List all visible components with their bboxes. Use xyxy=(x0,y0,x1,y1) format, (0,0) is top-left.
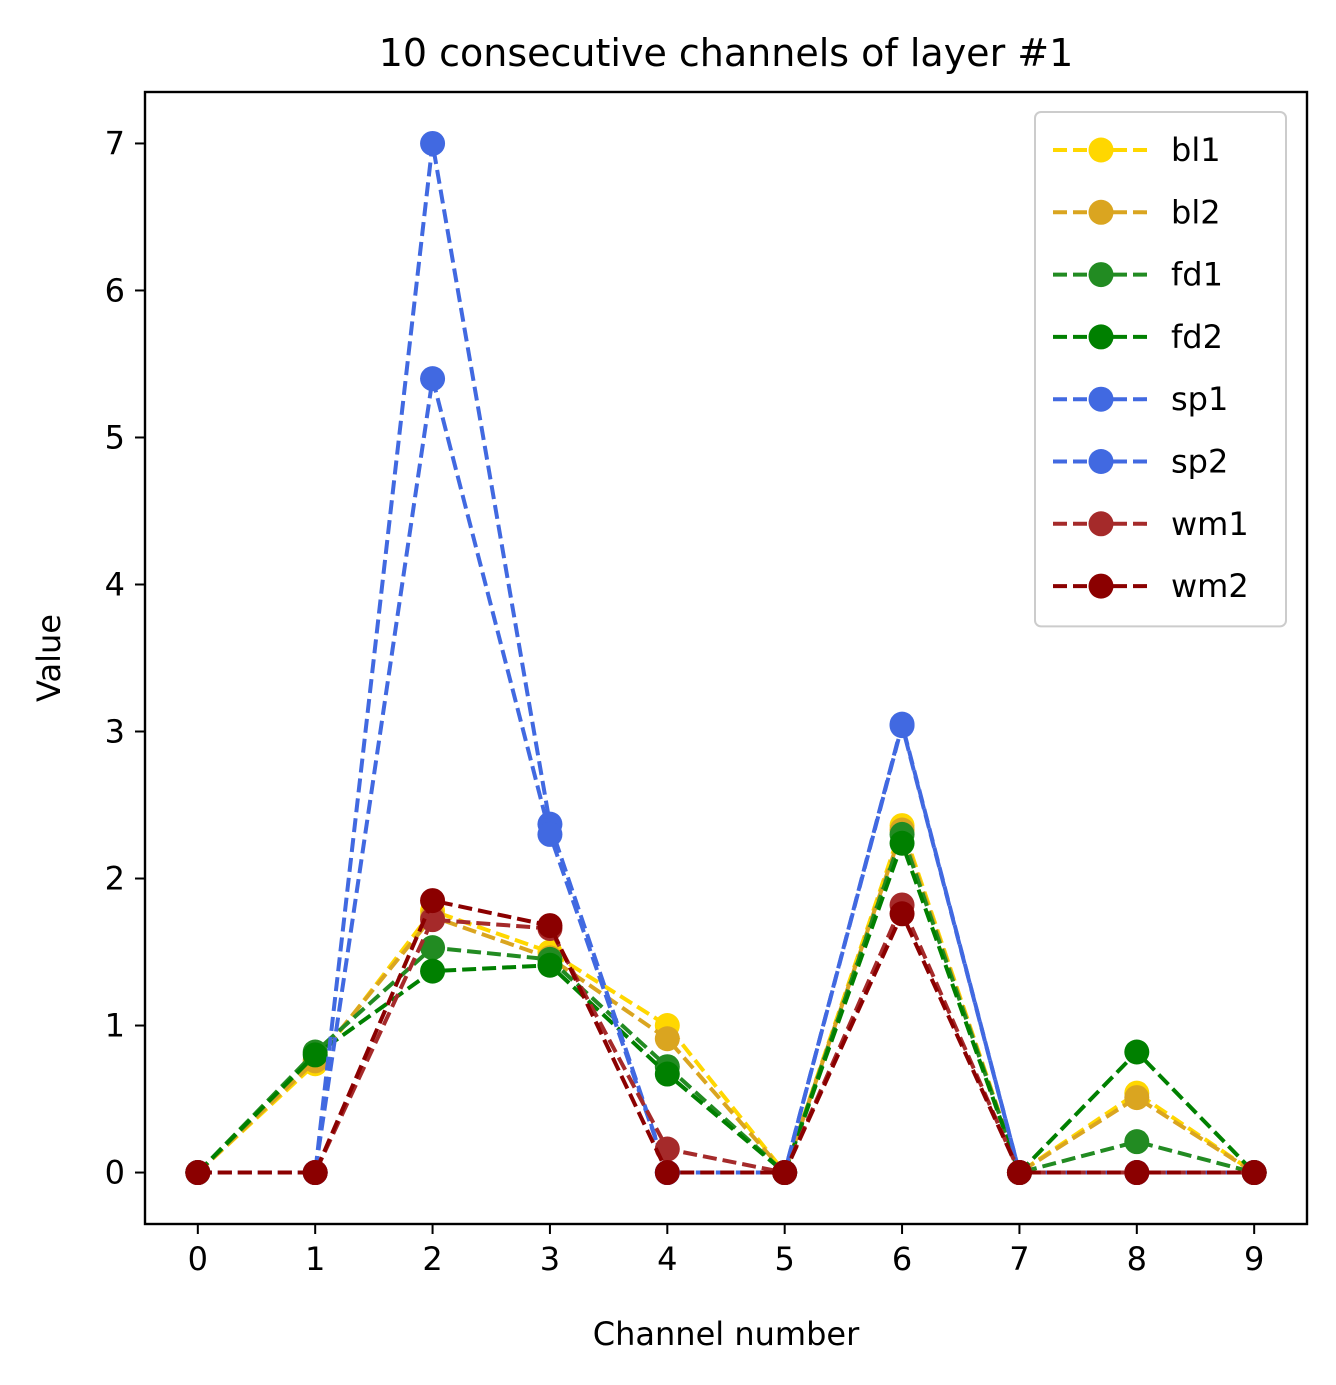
legend-marker xyxy=(1088,262,1114,288)
x-tick-label: 2 xyxy=(422,1240,442,1278)
legend-label: bl2 xyxy=(1171,193,1221,231)
data-point-wm2 xyxy=(185,1160,211,1186)
legend-marker xyxy=(1088,324,1114,350)
y-tick-label: 6 xyxy=(105,271,125,309)
x-tick-label: 1 xyxy=(305,1240,325,1278)
data-point-fd2 xyxy=(1124,1039,1150,1065)
data-point-wm2 xyxy=(654,1160,680,1186)
legend-label: fd1 xyxy=(1171,256,1223,294)
legend-item-fd1: fd1 xyxy=(1053,256,1223,294)
data-point-fd1 xyxy=(420,935,446,961)
x-tick-label: 6 xyxy=(892,1240,912,1278)
legend-item-bl1: bl1 xyxy=(1053,131,1221,169)
legend-label: wm1 xyxy=(1171,505,1249,543)
data-point-fd2 xyxy=(420,958,446,984)
x-axis-label: Channel number xyxy=(593,1315,860,1353)
chart-title: 10 consecutive channels of layer #1 xyxy=(379,31,1074,75)
x-tick-label: 4 xyxy=(657,1240,677,1278)
data-point-wm2 xyxy=(420,888,446,914)
y-tick-label: 3 xyxy=(105,713,125,751)
data-point-fd2 xyxy=(537,952,563,978)
legend-item-wm2: wm2 xyxy=(1053,567,1249,605)
y-tick-label: 5 xyxy=(105,418,125,456)
data-point-bl2 xyxy=(1124,1085,1150,1111)
legend-label: sp2 xyxy=(1171,443,1228,481)
series-line-fd2 xyxy=(196,841,1256,1175)
series-line-wm2 xyxy=(197,898,1255,1175)
legend-item-sp2: sp2 xyxy=(1053,443,1228,481)
data-point-sp2 xyxy=(537,821,563,847)
data-point-fd2 xyxy=(654,1061,680,1087)
y-tick-label: 7 xyxy=(105,124,125,162)
data-point-wm2 xyxy=(772,1160,798,1186)
plot-frame xyxy=(143,90,1309,1226)
legend-marker xyxy=(1088,449,1114,474)
legend-marker xyxy=(1088,137,1114,163)
legend-marker xyxy=(1088,511,1114,537)
data-point-fd2 xyxy=(302,1042,328,1068)
x-tick-label: 3 xyxy=(540,1240,560,1278)
x-tick-label: 8 xyxy=(1127,1240,1147,1278)
legend-item-bl2: bl2 xyxy=(1053,193,1221,231)
series-line-fd1 xyxy=(196,832,1255,1175)
legend-label: bl1 xyxy=(1171,131,1221,169)
legend-marker xyxy=(1088,386,1114,412)
data-point-wm2 xyxy=(302,1160,328,1186)
legend-box xyxy=(1034,111,1287,628)
legend-marker xyxy=(1088,199,1114,225)
y-tick-label: 4 xyxy=(105,565,125,603)
data-point-sp2 xyxy=(889,713,915,739)
legend: bl1 bl2 fd1 fd2 sp1 sp2 wm1 wm2 xyxy=(1034,111,1287,628)
x-tick-label: 0 xyxy=(188,1240,208,1278)
legend-label: fd2 xyxy=(1171,318,1223,356)
legend-label: sp1 xyxy=(1171,380,1228,418)
data-point-wm1 xyxy=(420,907,446,933)
data-point-fd1 xyxy=(1124,1129,1150,1155)
y-tick-label: 2 xyxy=(105,860,125,898)
y-axis-label: Value xyxy=(30,614,68,702)
data-point-wm2 xyxy=(1241,1160,1267,1186)
legend-marker xyxy=(1088,573,1114,599)
data-point-bl2 xyxy=(654,1026,680,1052)
series-line-bl2 xyxy=(196,828,1256,1175)
legend-item-wm1: wm1 xyxy=(1053,505,1249,543)
data-point-fd2 xyxy=(889,830,915,856)
data-point-wm2 xyxy=(1006,1160,1032,1186)
y-tick-label: 1 xyxy=(105,1007,125,1045)
data-point-wm2 xyxy=(537,913,563,939)
y-tick-label: 0 xyxy=(105,1154,125,1192)
data-point-wm2 xyxy=(889,901,915,927)
legend-label: wm2 xyxy=(1171,567,1249,605)
x-tick-label: 7 xyxy=(1009,1240,1029,1278)
legend-item-fd2: fd2 xyxy=(1053,318,1223,356)
data-point-sp1 xyxy=(420,130,446,156)
data-point-sp2 xyxy=(420,366,446,392)
series-wm2 xyxy=(185,888,1267,1186)
data-point-wm2 xyxy=(1124,1160,1150,1186)
x-tick-label: 5 xyxy=(775,1240,795,1278)
legend-item-sp1: sp1 xyxy=(1053,380,1228,418)
x-tick-label: 9 xyxy=(1244,1240,1264,1278)
